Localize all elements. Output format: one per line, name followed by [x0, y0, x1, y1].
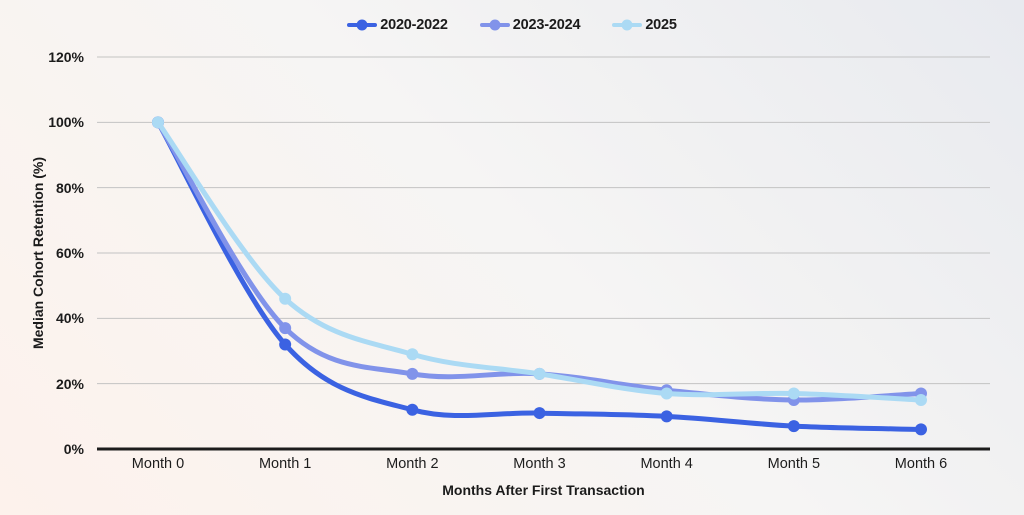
series-point-2023-2024 [279, 322, 292, 335]
legend-dot-icon [356, 19, 368, 31]
series-point-2020-2022 [660, 410, 673, 423]
series-point-2025 [787, 387, 800, 400]
y-tick-label: 60% [55, 245, 84, 261]
series-point-2020-2022 [787, 420, 800, 433]
legend-item-2023-2024[interactable]: 2023-2024 [479, 17, 581, 33]
legend-dot-icon [489, 19, 501, 31]
legend-dot-icon [621, 19, 633, 31]
series-point-2025 [279, 292, 292, 305]
y-tick-label: 100% [48, 114, 84, 131]
series-point-2025 [533, 367, 546, 380]
legend-line-icon [347, 19, 378, 31]
legend-item-2020-2022[interactable]: 2020-2022 [347, 17, 448, 33]
series-point-2025 [660, 387, 673, 400]
x-tick-label: Month 6 [894, 456, 948, 472]
series-point-2020-2022 [406, 403, 419, 416]
legend-label: 2023-2024 [512, 17, 581, 33]
y-tick-label: 120% [48, 49, 84, 65]
legend-label: 2020-2022 [380, 17, 448, 33]
x-tick-label: Month 3 [513, 456, 566, 472]
legend-label: 2025 [645, 17, 677, 33]
legend-line-icon [479, 19, 510, 31]
chart-legend: 2020-2022 2023-2024 2025 [0, 17, 1024, 33]
series-point-2020-2022 [279, 338, 292, 351]
series-point-2025 [406, 348, 419, 361]
x-tick-label: Month 1 [258, 456, 312, 472]
x-tick-label: Month 0 [131, 456, 185, 472]
series-point-2023-2024 [406, 367, 419, 380]
y-tick-label: 20% [55, 375, 84, 392]
legend-line-icon [612, 19, 643, 31]
series-line-2025 [155, 119, 924, 403]
y-tick-label: 80% [55, 179, 84, 196]
series-point-2025 [152, 116, 164, 129]
y-tick-label: 40% [55, 310, 84, 327]
legend-item-2025[interactable]: 2025 [612, 17, 677, 33]
series-point-2025 [915, 394, 927, 406]
series-point-2020-2022 [533, 407, 546, 420]
x-tick-label: Month 2 [386, 456, 439, 472]
series-point-2020-2022 [915, 423, 927, 436]
x-tick-label: Month 5 [767, 456, 821, 472]
x-tick-label: Month 4 [640, 456, 693, 472]
y-tick-label: 0% [63, 441, 84, 457]
x-axis-title: Months After First Transaction [442, 482, 645, 498]
series-line-2023-2024 [155, 119, 924, 403]
